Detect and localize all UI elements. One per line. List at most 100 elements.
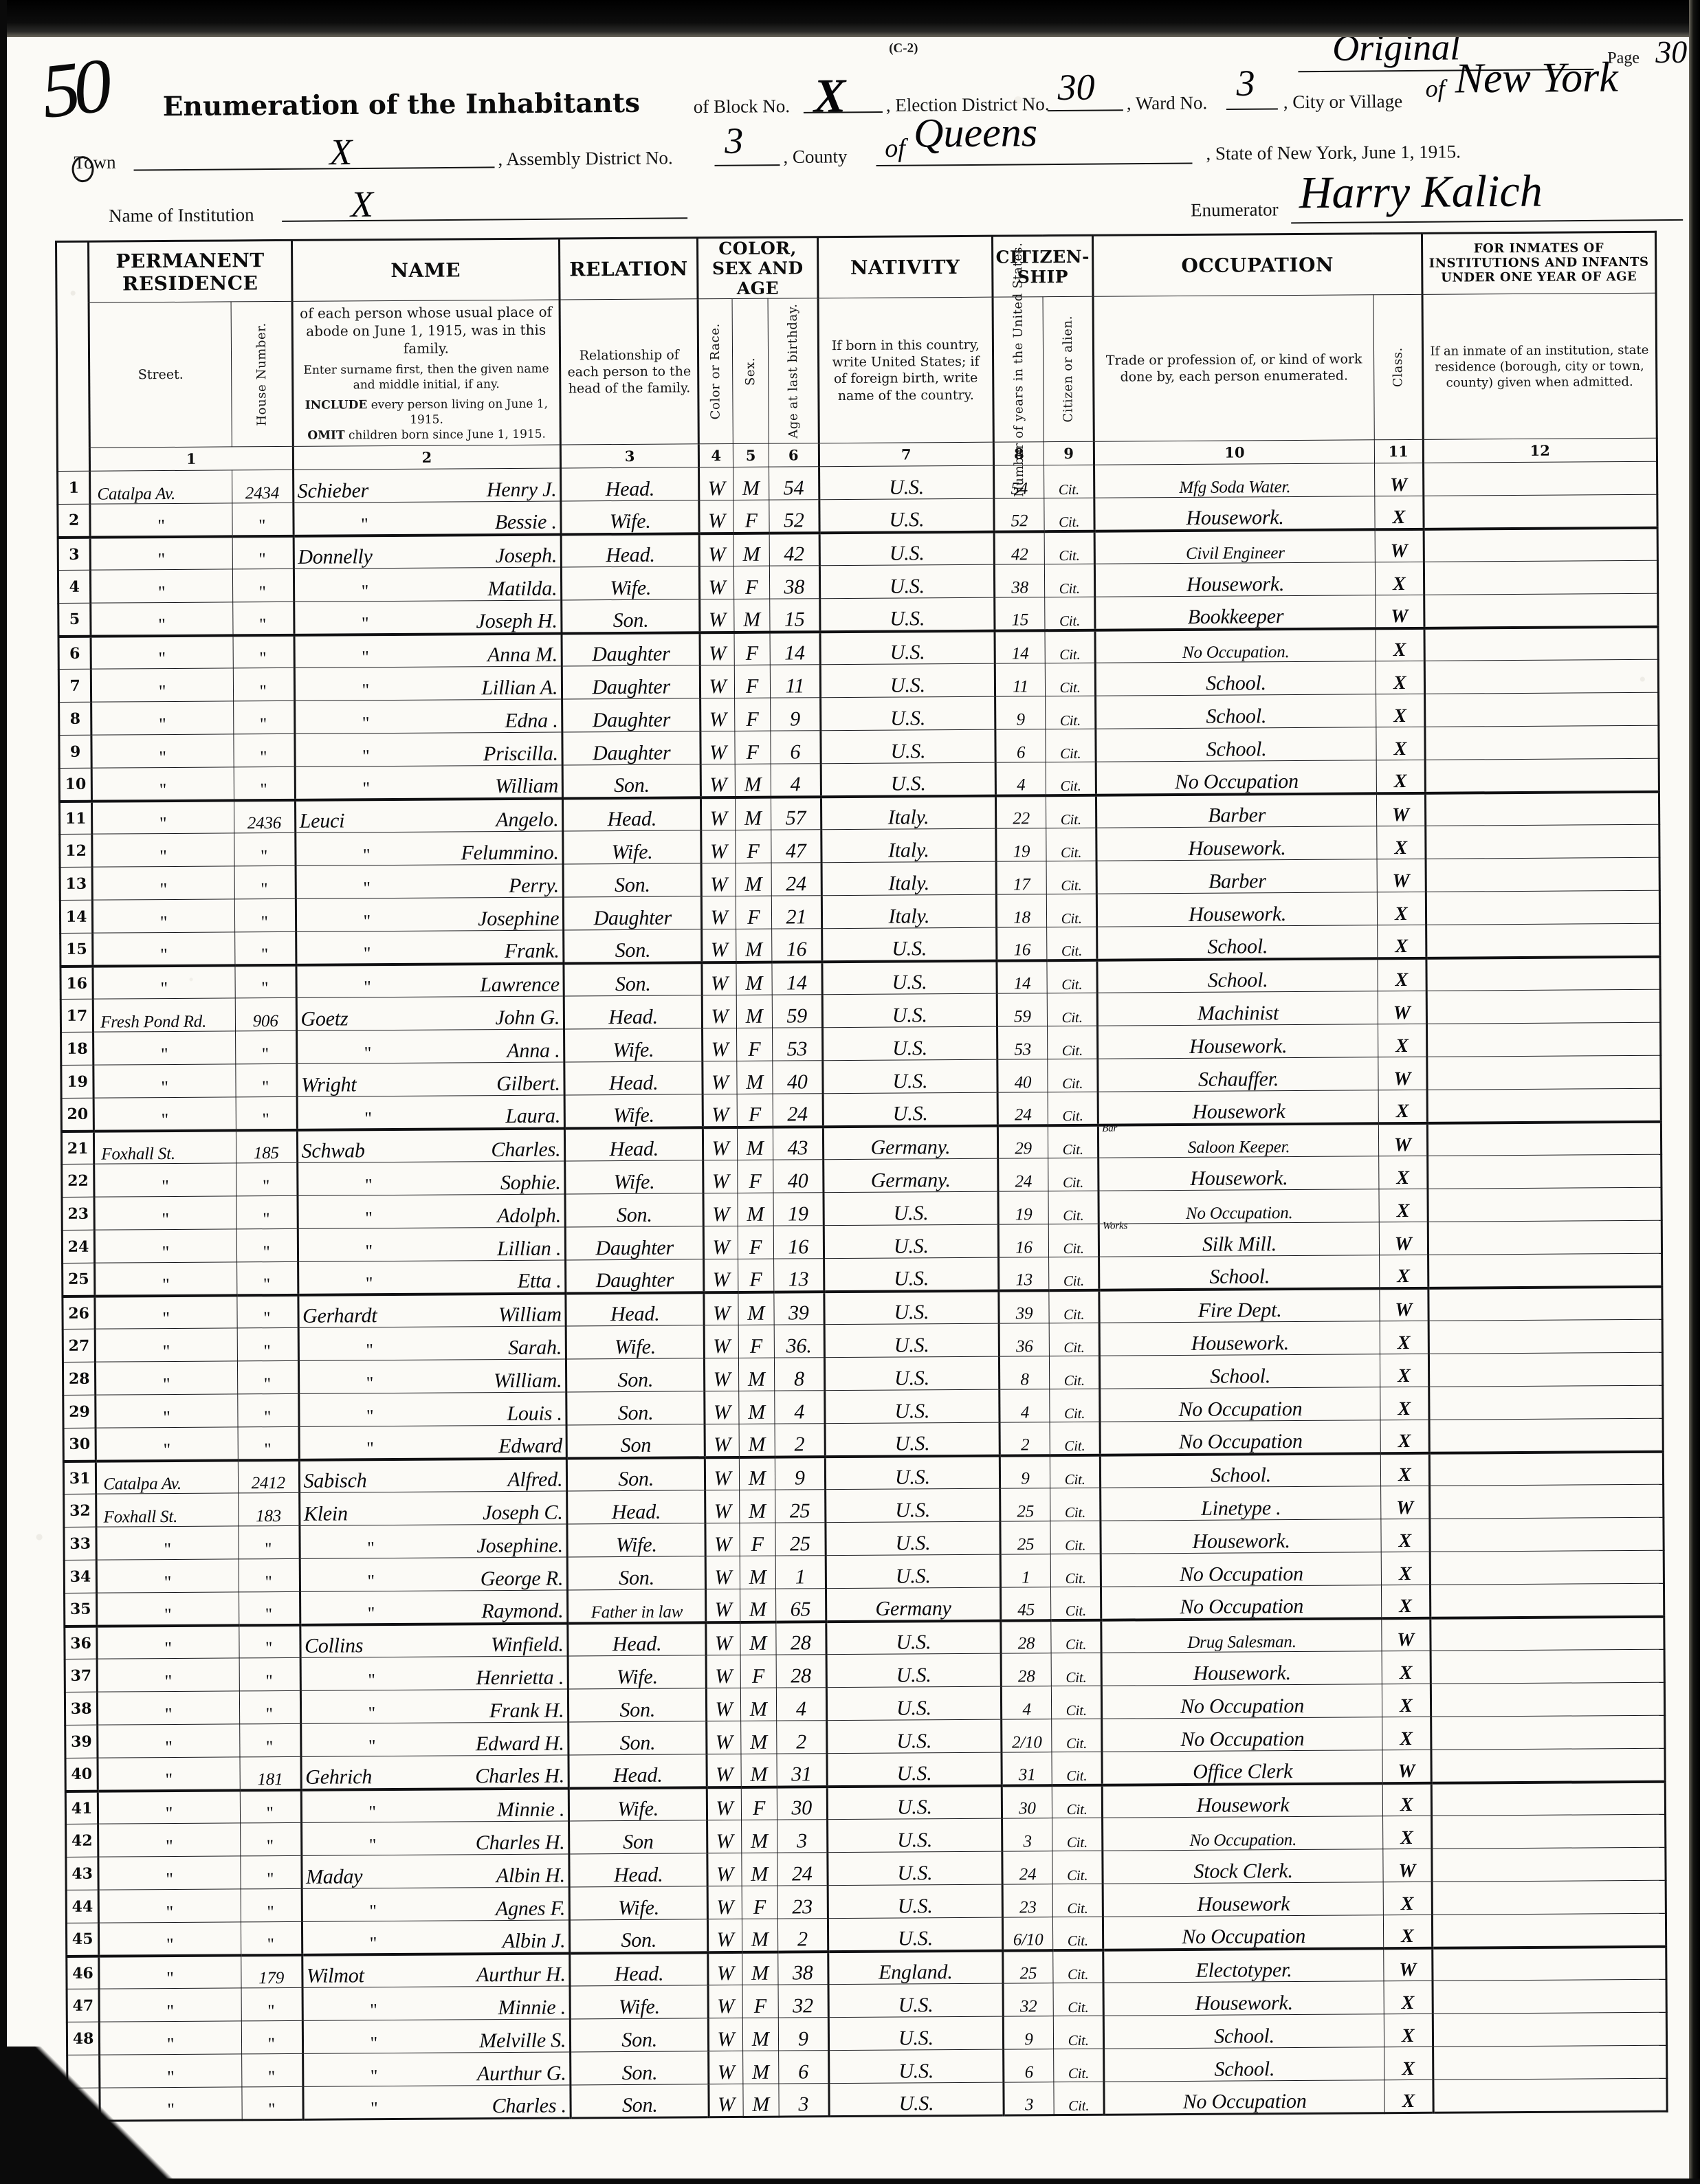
cell-street[interactable]: Catalpa Av. <box>89 470 232 505</box>
cell-inmates-residence[interactable] <box>1426 989 1661 1024</box>
cell-class[interactable]: W <box>1378 1123 1428 1157</box>
cell-citizen-or-alien[interactable]: Cit. <box>1045 729 1096 763</box>
cell-occupation[interactable]: School. <box>1099 1255 1380 1290</box>
cell-age[interactable]: 14 <box>771 962 823 995</box>
cell-name[interactable]: Gehrich Charles H. <box>300 1755 569 1790</box>
cell-age[interactable]: 2 <box>776 1721 827 1754</box>
cell-sex[interactable]: M <box>740 1589 776 1622</box>
cell-house-number[interactable]: " <box>233 701 295 735</box>
cell-name[interactable]: Collins Winfield. <box>300 1623 568 1658</box>
cell-age[interactable]: 31 <box>776 1754 828 1787</box>
cell-age[interactable]: 24 <box>777 1853 828 1886</box>
cell-class[interactable]: X <box>1380 1387 1429 1421</box>
cell-class[interactable]: X <box>1380 1354 1429 1388</box>
cell-house-number[interactable]: " <box>234 832 296 867</box>
cell-nativity[interactable]: U.S. <box>828 2049 1004 2084</box>
cell-relation[interactable]: Daughter <box>562 632 700 667</box>
cell-citizen-or-alien[interactable]: Cit. <box>1051 1719 1103 1753</box>
cell-street[interactable]: " <box>91 800 234 835</box>
cell-nativity[interactable]: U.S. <box>828 1917 1003 1952</box>
cell-house-number[interactable]: " <box>235 1030 297 1065</box>
cell-name[interactable]: " Henrietta . <box>300 1656 568 1691</box>
cell-color-race[interactable]: W <box>706 1721 741 1755</box>
cell-street[interactable]: " <box>91 668 234 703</box>
cell-name[interactable]: " Perry. <box>295 864 564 899</box>
cell-inmates-residence[interactable] <box>1425 824 1660 859</box>
cell-relation[interactable]: Wife. <box>570 1985 709 2020</box>
cell-class[interactable]: X <box>1379 1255 1428 1289</box>
cell-class[interactable]: W <box>1376 793 1426 827</box>
cell-house-number[interactable]: " <box>236 1195 298 1230</box>
cell-occupation[interactable]: Housework. <box>1094 562 1376 597</box>
cell-relation[interactable]: Head. <box>562 797 701 832</box>
cell-age[interactable]: 4 <box>776 1688 827 1721</box>
cell-class[interactable]: X <box>1379 1321 1429 1355</box>
cell-class[interactable]: W <box>1378 991 1427 1025</box>
cell-inmates-residence[interactable] <box>1423 461 1657 496</box>
cell-nativity[interactable]: U.S. <box>824 1224 999 1259</box>
cell-inmates-residence[interactable] <box>1431 1880 1666 1915</box>
cell-street[interactable]: " <box>92 932 235 967</box>
cell-street[interactable]: " <box>94 1262 237 1297</box>
cell-name[interactable]: " Anna M. <box>294 633 562 668</box>
cell-occupation[interactable]: School. <box>1103 2047 1384 2082</box>
cell-house-number[interactable]: " <box>237 1360 299 1395</box>
cell-nativity[interactable]: U.S. <box>828 2082 1004 2117</box>
cell-name[interactable]: Sabisch Alfred. <box>298 1458 567 1493</box>
cell-relation[interactable]: Head. <box>569 1853 708 1888</box>
cell-house-number[interactable]: " <box>236 1162 298 1197</box>
cell-street[interactable]: " <box>90 536 233 571</box>
cell-occupation[interactable]: No Occupation <box>1100 1420 1381 1455</box>
cell-name[interactable]: Goetz John G. <box>296 996 564 1031</box>
cell-color-race[interactable]: W <box>705 1457 740 1491</box>
cell-years-in-us[interactable]: 18 <box>996 894 1047 928</box>
cell-sex[interactable]: F <box>740 1655 777 1688</box>
cell-relation[interactable]: Wife. <box>563 830 702 865</box>
cell-occupation[interactable]: Mfg Soda Water. <box>1094 463 1375 498</box>
cell-house-number[interactable]: " <box>234 931 296 966</box>
cell-color-race[interactable]: W <box>707 1820 742 1854</box>
cell-nativity[interactable]: U.S. <box>828 1884 1003 1919</box>
cell-relation[interactable]: Father in law <box>567 1589 706 1624</box>
cell-nativity[interactable]: U.S. <box>825 1455 1000 1490</box>
cell-class[interactable]: W <box>1381 1618 1431 1652</box>
cell-house-number[interactable]: " <box>232 536 294 570</box>
cell-nativity[interactable]: U.S. <box>823 1092 998 1127</box>
cell-relation[interactable]: Son. <box>567 1556 706 1591</box>
cell-street[interactable]: Foxhall St. <box>93 1130 236 1165</box>
cell-age[interactable]: 59 <box>771 995 823 1028</box>
cell-relation[interactable]: Wife. <box>568 1787 707 1822</box>
cell-house-number[interactable]: " <box>233 668 295 702</box>
cell-class[interactable]: X <box>1376 727 1425 761</box>
cell-age[interactable]: 16 <box>773 1226 824 1259</box>
cell-years-in-us[interactable]: 53 <box>997 1026 1048 1060</box>
cell-occupation[interactable]: Stock Clerk. <box>1103 1849 1383 1884</box>
cell-relation[interactable]: Wife. <box>561 500 700 535</box>
cell-nativity[interactable]: Italy. <box>821 861 997 896</box>
cell-nativity[interactable]: U.S. <box>824 1422 1000 1457</box>
cell-inmates-residence[interactable] <box>1431 1715 1665 1750</box>
cell-name[interactable]: Schwab Charles. <box>296 1128 565 1163</box>
cell-occupation[interactable]: Bar Saloon Keeper. <box>1098 1123 1379 1158</box>
cell-house-number[interactable]: " <box>239 1591 300 1626</box>
cell-house-number[interactable]: 2434 <box>232 470 294 504</box>
cell-relation[interactable]: Son. <box>569 1919 708 1954</box>
cell-color-race[interactable]: W <box>702 1061 737 1095</box>
cell-street[interactable]: " <box>96 1559 239 1593</box>
cell-citizen-or-alien[interactable]: Cit. <box>1050 1620 1102 1654</box>
cell-color-race[interactable]: W <box>703 1226 738 1260</box>
cell-sex[interactable]: M <box>736 1061 773 1094</box>
cell-class[interactable]: W <box>1379 1288 1428 1322</box>
cell-nativity[interactable]: U.S. <box>827 1785 1002 1820</box>
cell-nativity[interactable]: U.S. <box>819 498 995 533</box>
cell-relation[interactable]: Son. <box>566 1457 705 1492</box>
cell-citizen-or-alien[interactable]: Cit. <box>1044 498 1095 532</box>
cell-citizen-or-alien[interactable]: Cit. <box>1048 1257 1100 1291</box>
cell-age[interactable]: 15 <box>769 599 820 632</box>
cell-house-number[interactable]: " <box>240 1789 302 1824</box>
cell-age[interactable]: 21 <box>771 896 822 929</box>
cell-color-race[interactable]: W <box>700 632 734 666</box>
cell-street[interactable]: " <box>91 734 234 769</box>
cell-occupation[interactable]: Fire Dept. <box>1099 1288 1380 1323</box>
cell-citizen-or-alien[interactable]: Cit. <box>1045 696 1096 730</box>
